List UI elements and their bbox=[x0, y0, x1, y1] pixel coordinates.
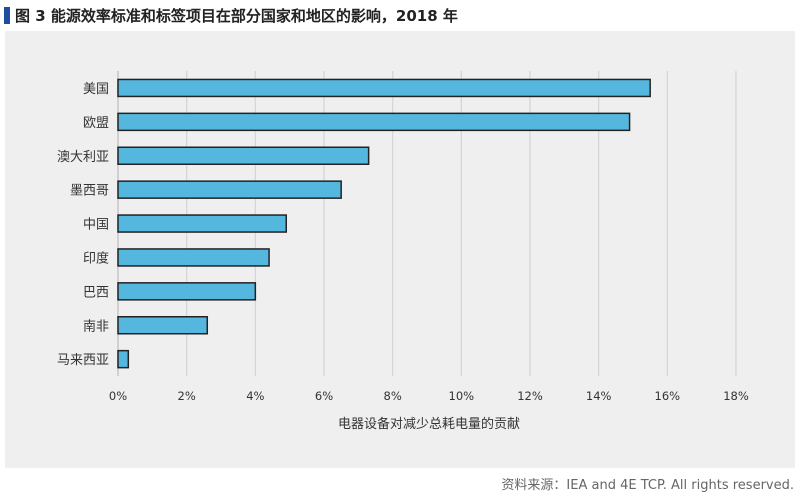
x-tick-label: 4% bbox=[246, 389, 264, 403]
y-category-label: 马来西亚 bbox=[57, 353, 109, 368]
bar bbox=[117, 180, 342, 199]
x-tick-label: 6% bbox=[315, 389, 333, 403]
x-tick-label: 10% bbox=[449, 389, 475, 403]
bar bbox=[117, 282, 257, 301]
x-tick-label: 16% bbox=[655, 389, 681, 403]
x-tick-label: 12% bbox=[517, 389, 543, 403]
y-category-label: 巴西 bbox=[83, 285, 109, 300]
bar bbox=[117, 248, 270, 267]
y-category-label: 墨西哥 bbox=[70, 184, 109, 199]
source-note: 资料来源：IEA and 4E TCP. All rights reserved… bbox=[501, 478, 794, 493]
y-category-label: 中国 bbox=[83, 218, 109, 233]
bar bbox=[117, 146, 370, 165]
bar bbox=[117, 112, 631, 132]
chart-title: 图 3 能源效率标准和标签项目在部分国家和地区的影响，2018 年 bbox=[15, 6, 458, 25]
y-category-label: 南非 bbox=[83, 318, 109, 334]
x-tick-label: 14% bbox=[586, 389, 612, 403]
bar bbox=[117, 214, 287, 233]
x-tick-label: 0% bbox=[109, 389, 127, 403]
bar bbox=[117, 316, 209, 335]
y-category-label: 澳大利亚 bbox=[57, 149, 109, 165]
x-tick-label: 18% bbox=[723, 389, 749, 403]
x-tick-label: 2% bbox=[178, 389, 196, 403]
bar bbox=[117, 349, 130, 369]
y-category-label: 美国 bbox=[83, 82, 109, 97]
x-tick-label: 8% bbox=[384, 389, 402, 403]
chart-panel: 美国欧盟澳大利亚墨西哥中国印度巴西南非马来西亚 0% 2% 4% 6% 8% 10% 12%… bbox=[5, 31, 795, 468]
chart-title-row: 图 3 能源效率标准和标签项目在部分国家和地区的影响，2018 年 bbox=[4, 4, 458, 26]
title-marker-icon bbox=[4, 6, 10, 24]
bar bbox=[117, 78, 651, 98]
y-category-label: 欧盟 bbox=[83, 116, 109, 131]
y-category-label: 印度 bbox=[83, 250, 109, 266]
x-axis-label: 电器设备对减少总耗电量的贡献 bbox=[338, 416, 520, 432]
